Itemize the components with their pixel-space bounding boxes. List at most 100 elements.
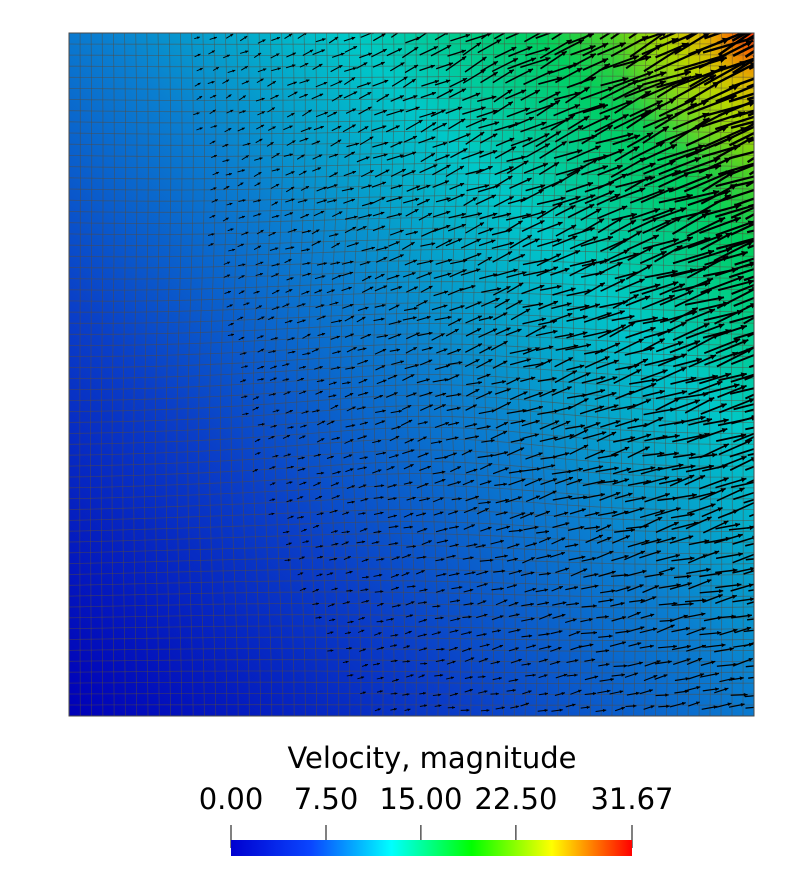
- velocity-arrow: [460, 212, 483, 219]
- velocity-arrow: [537, 601, 550, 606]
- velocity-arrow: [552, 601, 567, 606]
- velocity-arrow: [253, 245, 262, 250]
- velocity-arrow: [208, 50, 216, 55]
- velocity-arrow: [327, 631, 334, 635]
- velocity-arrow: [716, 33, 746, 45]
- velocity-arrow: [703, 338, 741, 355]
- velocity-arrow: [659, 283, 686, 296]
- velocity-arrow: [657, 321, 687, 337]
- velocity-arrow: [344, 67, 357, 72]
- velocity-arrow: [238, 263, 246, 267]
- velocity-arrow: [421, 346, 433, 351]
- velocity-arrow: [464, 657, 475, 662]
- velocity-arrow: [644, 660, 661, 667]
- mesh-line-horizontal: [69, 693, 754, 695]
- velocity-arrow: [600, 420, 621, 428]
- velocity-arrow: [715, 522, 741, 530]
- velocity-arrow: [286, 112, 295, 118]
- velocity-arrow: [311, 240, 322, 246]
- velocity-arrow: [330, 80, 343, 87]
- velocity-arrow: [671, 209, 711, 221]
- mesh-line-vertical: [562, 33, 571, 716]
- velocity-arrow: [584, 355, 610, 369]
- velocity-arrow: [374, 285, 388, 292]
- velocity-arrow: [271, 67, 281, 72]
- velocity-arrow: [597, 42, 627, 56]
- velocity-arrow: [523, 405, 544, 413]
- velocity-arrow: [611, 510, 629, 518]
- velocity-arrow: [237, 182, 244, 187]
- velocity-arrow: [684, 396, 715, 414]
- velocity-arrow: [347, 500, 355, 504]
- velocity-arrow: [702, 520, 729, 534]
- velocity-arrow: [344, 151, 356, 158]
- velocity-arrow: [356, 61, 368, 69]
- velocity-arrow: [419, 497, 431, 502]
- velocity-arrow: [478, 690, 488, 694]
- velocity-arrow: [713, 533, 744, 544]
- velocity-arrow: [713, 125, 754, 147]
- velocity-arrow: [582, 42, 609, 57]
- mesh-line-horizontal: [69, 568, 754, 576]
- velocity-arrow: [481, 287, 502, 293]
- velocity-arrow: [449, 629, 459, 633]
- velocity-arrow: [253, 52, 262, 58]
- velocity-arrow: [596, 615, 609, 619]
- velocity-arrow: [612, 478, 630, 485]
- velocity-arrow: [598, 598, 614, 603]
- velocity-arrow: [376, 93, 390, 103]
- velocity-arrow: [688, 354, 717, 368]
- velocity-arrow: [748, 170, 754, 176]
- velocity-arrow: [375, 365, 386, 371]
- mesh-line-vertical: [406, 33, 417, 716]
- velocity-arrow: [466, 381, 483, 386]
- mesh-line-vertical: [439, 33, 450, 716]
- velocity-arrow: [713, 188, 754, 204]
- velocity-arrow: [614, 492, 633, 500]
- velocity-arrow: [744, 374, 754, 381]
- velocity-arrow: [584, 692, 597, 696]
- velocity-arrow: [629, 188, 665, 204]
- velocity-arrow: [491, 212, 512, 219]
- velocity-arrow: [376, 334, 388, 338]
- velocity-arrow: [256, 335, 264, 339]
- velocity-arrow: [420, 285, 433, 293]
- velocity-arrow: [420, 91, 437, 99]
- velocity-arrow: [536, 530, 550, 534]
- velocity-arrow: [538, 613, 553, 620]
- velocity-arrow: [255, 138, 263, 144]
- velocity-arrow: [747, 111, 754, 117]
- velocity-arrow: [555, 673, 568, 679]
- velocity-arrow: [270, 94, 279, 100]
- velocity-arrow: [508, 647, 520, 652]
- velocity-arrow: [669, 582, 692, 590]
- velocity-arrow: [434, 154, 450, 162]
- velocity-arrow: [728, 703, 745, 708]
- velocity-arrow: [594, 391, 617, 400]
- velocity-arrow: [287, 91, 298, 98]
- velocity-arrow: [241, 231, 249, 236]
- velocity-arrow: [436, 647, 445, 651]
- mesh-line-horizontal: [69, 405, 754, 423]
- velocity-arrow: [346, 485, 356, 490]
- velocity-arrow: [715, 552, 744, 560]
- velocity-arrow: [463, 524, 476, 530]
- velocity-arrow: [581, 165, 609, 176]
- velocity-arrow: [640, 143, 678, 162]
- velocity-arrow: [432, 122, 447, 131]
- velocity-arrow: [492, 360, 508, 369]
- velocity-arrow: [465, 404, 477, 411]
- velocity-arrow: [449, 599, 461, 603]
- velocity-arrow: [257, 68, 267, 73]
- mesh-line-vertical: [517, 33, 527, 716]
- velocity-arrow: [655, 366, 687, 382]
- velocity-arrow: [536, 202, 563, 220]
- velocity-arrow: [479, 149, 498, 158]
- velocity-arrow: [493, 33, 507, 40]
- velocity-arrow: [570, 568, 588, 577]
- velocity-arrow: [687, 234, 723, 249]
- velocity-arrow: [435, 572, 447, 577]
- velocity-arrow: [728, 501, 754, 515]
- velocity-arrow: [699, 589, 724, 594]
